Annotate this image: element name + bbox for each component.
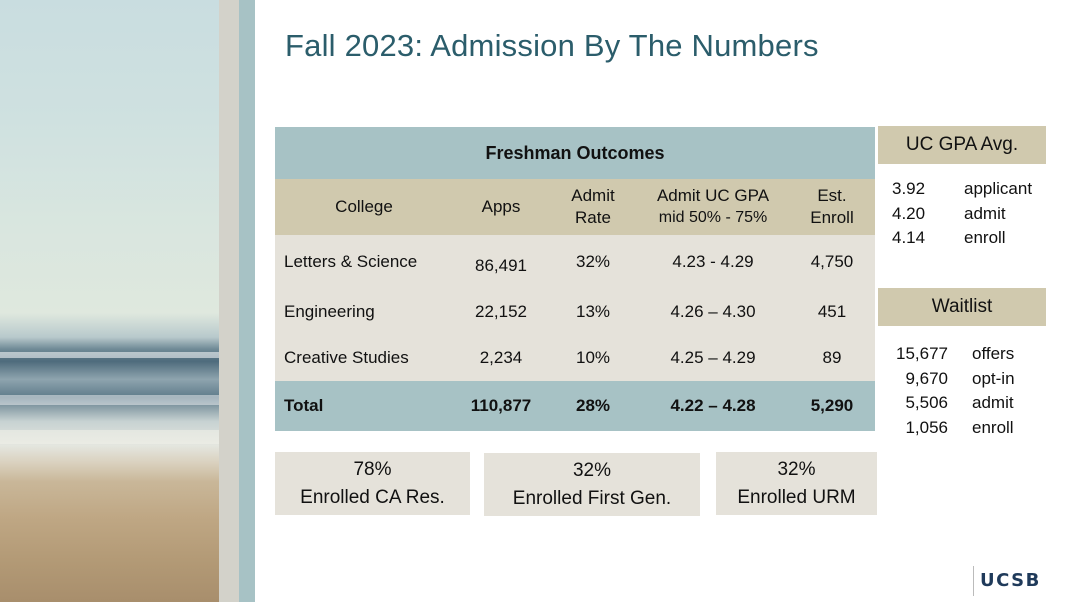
cell-rate: 32% bbox=[549, 235, 637, 289]
cell-apps: 110,877 bbox=[453, 381, 549, 431]
stat-ca-resident: 78% Enrolled CA Res. bbox=[275, 452, 470, 515]
cell-college: Engineering bbox=[275, 289, 453, 335]
cell-apps: 22,152 bbox=[453, 289, 549, 335]
cell-enroll: 4,750 bbox=[789, 235, 875, 289]
slide-title: Fall 2023: Admission By The Numbers bbox=[285, 28, 819, 63]
cell-gpa: 4.25 – 4.29 bbox=[637, 335, 789, 381]
list-item: 15,677 offers bbox=[896, 344, 1015, 363]
header-college: College bbox=[275, 179, 453, 235]
cell-college: Creative Studies bbox=[275, 335, 453, 381]
waitlist-list: 15,677 offers 9,670 opt-in 5,506 admit 1… bbox=[891, 342, 1015, 440]
cell-apps: 2,234 bbox=[453, 335, 549, 381]
list-item: 9,670 opt-in bbox=[905, 368, 1015, 388]
gpa-avg-list: 3.92 applicant 4.20 admit 4.14 enroll bbox=[892, 177, 1032, 251]
stat-urm: 32% Enrolled URM bbox=[716, 452, 877, 515]
cell-rate: 10% bbox=[549, 335, 637, 381]
stat-first-gen: 32% Enrolled First Gen. bbox=[484, 453, 700, 516]
cell-rate: 28% bbox=[549, 381, 637, 431]
header-apps: Apps bbox=[453, 179, 549, 235]
freshman-outcomes-table: Freshman Outcomes College Apps Admit Rat… bbox=[275, 127, 875, 431]
decorative-bar bbox=[239, 0, 255, 602]
cell-gpa: 4.23 - 4.29 bbox=[637, 235, 789, 289]
ucsb-logo: UCSB bbox=[980, 570, 1041, 591]
logo-divider bbox=[973, 566, 974, 596]
header-admit-rate: Admit Rate bbox=[549, 179, 637, 235]
cell-enroll: 89 bbox=[789, 335, 875, 381]
cell-college: Total bbox=[275, 381, 453, 431]
header-admit-gpa: Admit UC GPA mid 50% - 75% bbox=[637, 179, 789, 235]
header-est-enroll: Est. Enroll bbox=[789, 179, 875, 235]
table-caption: Freshman Outcomes bbox=[275, 127, 875, 179]
waitlist-heading: Waitlist bbox=[878, 288, 1046, 326]
wave-foam bbox=[0, 430, 219, 444]
table-row: Creative Studies 2,234 10% 4.25 – 4.29 8… bbox=[275, 335, 875, 381]
table-row: Letters & Science 86,491 32% 4.23 - 4.29… bbox=[275, 235, 875, 289]
list-item: 3.92 applicant bbox=[892, 179, 1033, 198]
table-total-row: Total 110,877 28% 4.22 – 4.28 5,290 bbox=[275, 381, 875, 431]
cell-college: Letters & Science bbox=[275, 235, 453, 289]
list-item: 4.20 admit bbox=[892, 203, 1006, 223]
cell-enroll: 451 bbox=[789, 289, 875, 335]
cell-gpa: 4.22 – 4.28 bbox=[637, 381, 789, 431]
list-item: 4.14 enroll bbox=[892, 228, 1006, 247]
cell-apps: 86,491 bbox=[453, 235, 549, 289]
wave-foam bbox=[0, 395, 219, 405]
cell-rate: 13% bbox=[549, 289, 637, 335]
wave-foam bbox=[0, 352, 219, 358]
list-item: 1,056 enroll bbox=[905, 417, 1014, 437]
beach-photo bbox=[0, 0, 219, 602]
gpa-avg-heading: UC GPA Avg. bbox=[878, 126, 1046, 164]
decorative-bar bbox=[219, 0, 239, 602]
table-row: Engineering 22,152 13% 4.26 – 4.30 451 bbox=[275, 289, 875, 335]
cell-gpa: 4.26 – 4.30 bbox=[637, 289, 789, 335]
cell-enroll: 5,290 bbox=[789, 381, 875, 431]
table-header-row: College Apps Admit Rate Admit UC GPA mid… bbox=[275, 179, 875, 235]
list-item: 5,506 admit bbox=[905, 393, 1014, 412]
